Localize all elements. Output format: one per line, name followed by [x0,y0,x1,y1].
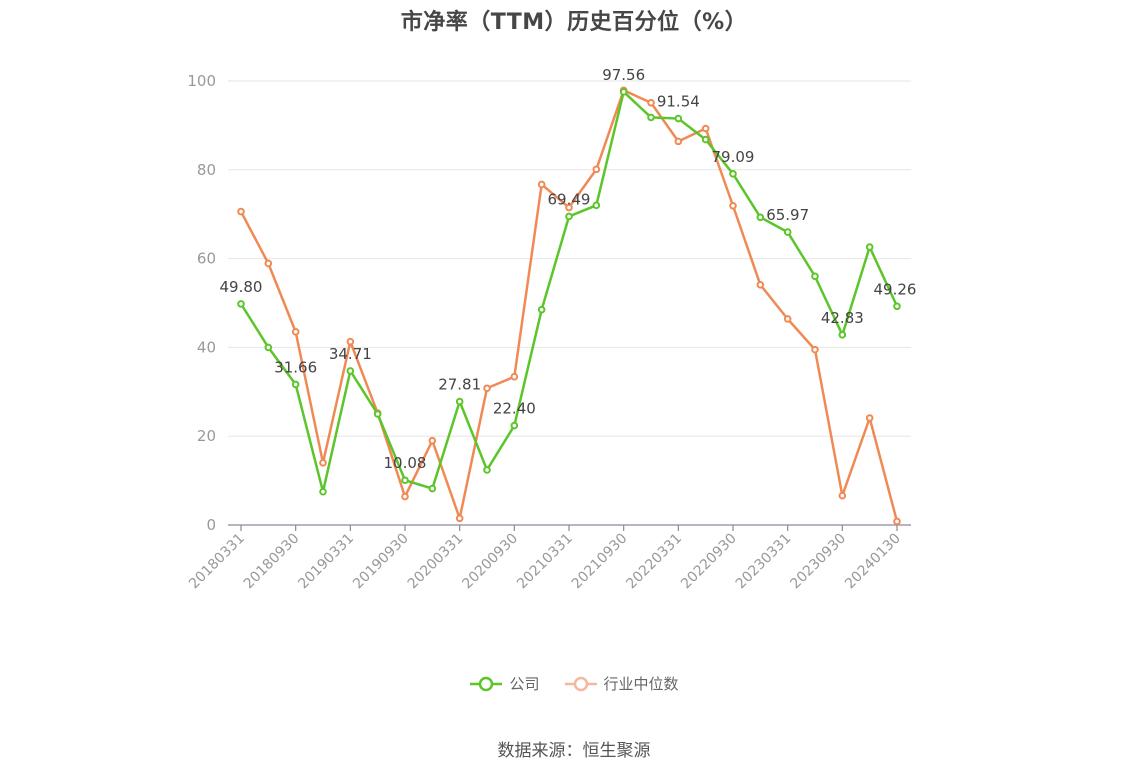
data-label: 27.81 [438,376,481,394]
data-point-company [783,228,792,236]
data-point-company [401,476,409,485]
x-tick-label: 20190930 [350,531,412,593]
x-tick-label: 20210331 [514,531,576,593]
x-tick-label: 20220930 [678,531,740,593]
data-point-company [264,343,273,352]
data-point-company [346,367,355,375]
data-point-company [319,487,327,496]
data-point-company [237,300,245,308]
data-point-industry [783,315,792,323]
data-label: 65.97 [766,206,809,224]
data-point-company [729,170,737,178]
data-point-industry [319,459,327,467]
x-tick-label: 20180930 [241,531,303,593]
y-tick-label: 60 [197,250,216,268]
data-point-industry [537,180,546,189]
data-label: 22.40 [493,400,536,418]
data-point-company [838,331,847,339]
y-tick-label: 40 [197,338,216,356]
data-point-company [701,135,710,144]
data-point-industry [592,165,601,174]
data-point-industry [811,345,819,354]
data-point-company [510,421,519,430]
data-point-industry [237,207,245,216]
data-point-company [373,410,382,418]
data-label: 49.80 [220,278,263,296]
data-point-industry [729,201,737,210]
data-point-company [811,272,819,281]
data-label: 49.26 [874,280,917,298]
chart-title: 市净率（TTM）历史百分位（%） [400,10,748,35]
legend-label-company: 公司 [509,675,540,693]
x-tick-label: 20220331 [623,531,685,593]
x-tick-label: 20180331 [186,531,248,593]
data-point-industry [483,384,491,393]
data-point-company [483,466,491,474]
x-tick-label: 20240130 [842,531,904,593]
data-point-company [865,243,874,251]
legend-marker-company [470,676,503,691]
data-label: 97.56 [602,66,645,84]
data-label: 79.09 [712,148,755,166]
data-point-industry [565,203,573,212]
data-point-industry [865,414,874,422]
data-point-industry [428,436,437,445]
data-point-industry [701,124,710,133]
legend-item-industry[interactable]: 行业中位数 [564,673,679,694]
x-tick-label: 20230930 [787,531,849,593]
data-point-company [565,212,573,221]
data-label: 91.54 [657,93,700,111]
data-point-company [756,213,765,222]
data-label: 31.66 [274,358,317,376]
series-line-industry [239,89,899,522]
data-point-industry [674,137,683,146]
y-tick-label: 20 [197,427,216,445]
data-point-company [592,201,601,210]
data-point-company [619,88,628,96]
x-tick-label: 20200930 [459,531,521,593]
line-chart: 0 20 40 60 80 100 2018033120180930201903312019… [186,66,917,593]
data-source: 数据来源：恒生聚源 [497,741,651,761]
data-point-industry [401,492,409,501]
data-point-industry [455,514,464,523]
x-tick-label: 20200331 [405,531,467,593]
data-label: 10.08 [384,454,427,472]
data-point-company [674,114,683,123]
legend-marker-industry [564,676,597,691]
chart-legend: 公司 行业中位数 [0,673,1148,694]
series-line-company [239,90,899,493]
data-label: 42.83 [821,309,864,327]
data-point-industry [893,517,901,526]
y-tick-label: 0 [206,516,216,534]
data-point-industry [647,98,655,107]
y-tick-label: 100 [187,72,216,90]
data-point-company [428,484,437,493]
data-point-company [537,305,546,314]
data-point-company [893,302,901,311]
data-point-industry [291,328,300,336]
data-point-industry [264,259,273,268]
x-tick-label: 20230331 [733,531,795,593]
legend-label-industry: 行业中位数 [603,675,679,693]
y-tick-label: 80 [197,161,216,179]
data-label: 69.49 [548,190,591,208]
data-point-industry [346,337,355,346]
data-point-company [291,380,300,389]
data-point-company [647,113,655,122]
legend-item-company[interactable]: 公司 [469,673,540,694]
data-label: 34.71 [329,345,372,363]
x-tick-label: 20210930 [569,531,631,593]
x-tick-label: 20190331 [295,531,357,593]
data-point-company [455,397,464,406]
data-point-industry [510,372,519,381]
data-point-industry [838,491,847,500]
data-point-industry [756,280,765,289]
